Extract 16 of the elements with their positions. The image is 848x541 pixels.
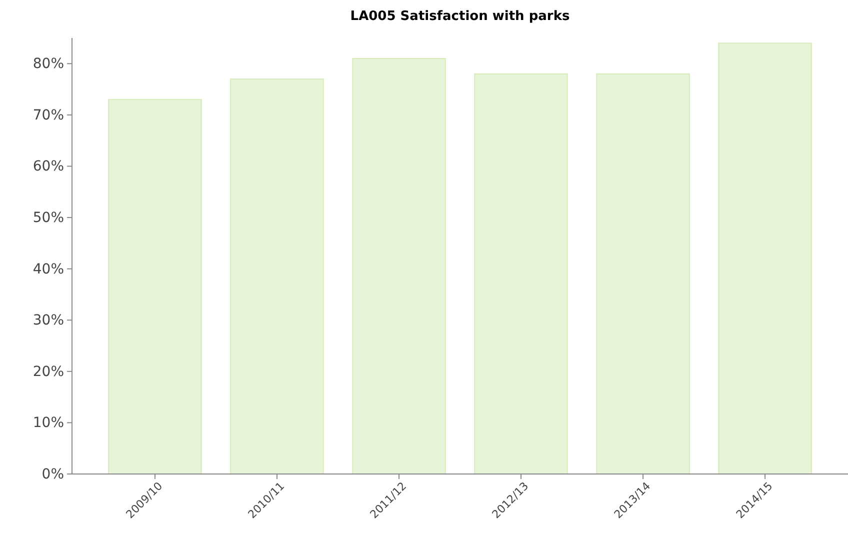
- y-tick-label: 10%: [32, 415, 64, 432]
- bar: [352, 58, 446, 474]
- y-tick-label: 20%: [32, 364, 64, 380]
- y-tick-label: 30%: [32, 312, 64, 329]
- bar: [230, 78, 324, 474]
- chart-title: LA005 Satisfaction with parks: [350, 9, 570, 24]
- y-tick-label: 0%: [42, 466, 64, 482]
- y-tick-label: 50%: [32, 210, 64, 226]
- bar: [596, 73, 690, 474]
- bar: [108, 99, 202, 474]
- y-tick-label: 80%: [32, 56, 64, 72]
- bar: [474, 73, 568, 474]
- y-tick-label: 40%: [32, 261, 64, 278]
- bar: [718, 42, 812, 474]
- y-tick-label: 70%: [32, 107, 64, 124]
- y-tick-label: 60%: [32, 158, 64, 175]
